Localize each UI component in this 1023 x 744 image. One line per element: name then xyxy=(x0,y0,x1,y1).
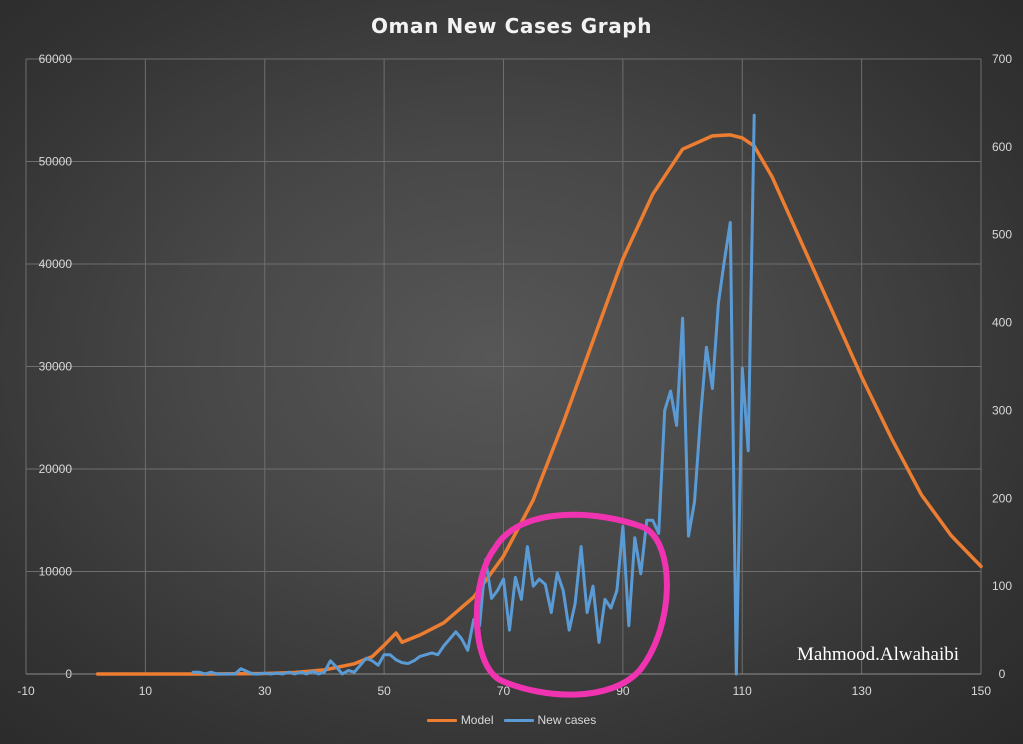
x-tick-label: -10 xyxy=(17,684,35,698)
x-tick-label: 150 xyxy=(971,684,991,698)
legend-entry-model: Model xyxy=(426,713,494,727)
gridlines xyxy=(25,58,982,674)
legend: Model New cases xyxy=(0,713,1023,727)
legend-swatch-new-cases xyxy=(503,718,534,722)
y-left-tick-label: 20000 xyxy=(39,462,73,476)
y-right-tick-label: 400 xyxy=(992,316,1012,330)
series-line-model xyxy=(95,133,983,676)
y-right-tick-label: 600 xyxy=(992,140,1012,154)
legend-swatch-model xyxy=(426,718,457,722)
x-tick-label: 110 xyxy=(733,684,752,698)
y-left-tick-label: 10000 xyxy=(39,565,73,579)
chart-title: Oman New Cases Graph xyxy=(370,14,653,38)
x-tick-label: 10 xyxy=(139,684,153,698)
y-right-tick-label: 200 xyxy=(992,491,1012,505)
x-tick-label: 50 xyxy=(377,684,391,698)
x-tick-label: 70 xyxy=(497,684,511,698)
y-left-tick-label: 30000 xyxy=(39,360,73,374)
axes: 0 10000 20000 30000 40000 50000 60000 -10 10 30 50… xyxy=(17,52,1012,698)
legend-entry-new-cases: New cases xyxy=(503,713,597,727)
x-tick-label: 30 xyxy=(258,684,272,698)
y-left-tick-label: 40000 xyxy=(39,257,73,271)
y-right-tick-label: 300 xyxy=(992,403,1012,417)
legend-label-new-cases: New cases xyxy=(537,713,597,727)
y-right-tick-label: 500 xyxy=(992,228,1012,242)
y-right-tick-label: 0 xyxy=(999,667,1006,681)
y-right-tick-label: 700 xyxy=(992,52,1012,66)
y-left-tick-label: 60000 xyxy=(39,52,73,66)
annotations xyxy=(473,511,670,698)
series xyxy=(95,113,983,676)
legend-label-model: Model xyxy=(460,713,494,727)
series-line-new-cases xyxy=(191,113,756,676)
y-left-tick-label: 50000 xyxy=(39,155,73,169)
y-right-tick-label: 100 xyxy=(992,579,1012,593)
x-tick-label: 130 xyxy=(852,684,872,698)
annotation-circle xyxy=(473,511,670,698)
watermark-text: Mahmood.Alwahaibi xyxy=(797,644,960,665)
